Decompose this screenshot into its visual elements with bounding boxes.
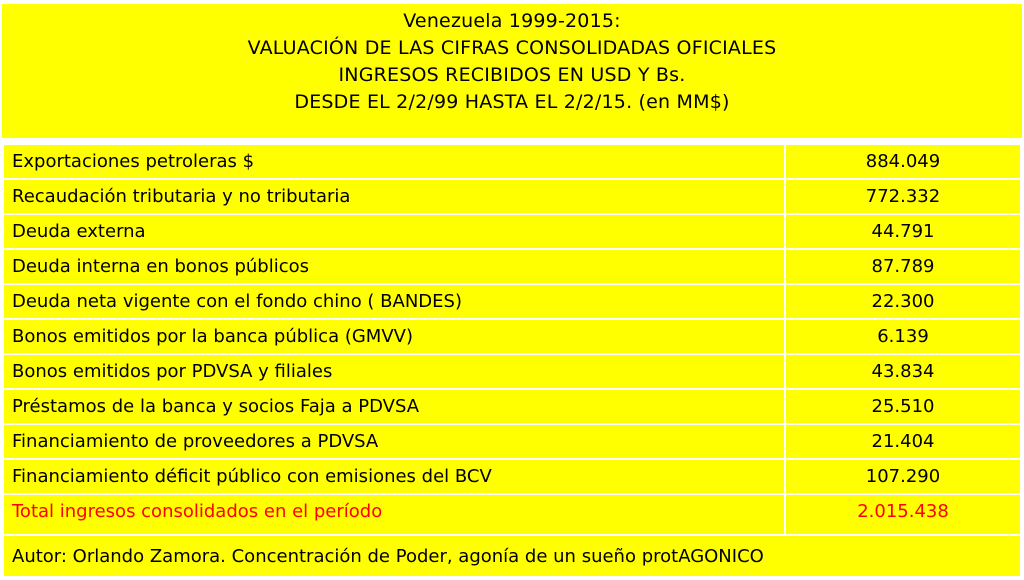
row-label: Recaudación tributaria y no tributaria	[2, 178, 786, 215]
income-table: Exportaciones petroleras $ 884.049 Recau…	[2, 143, 1022, 578]
row-value: 6.139	[784, 318, 1022, 355]
row-label: Bonos emitidos por la banca pública (GMV…	[2, 318, 786, 355]
row-value: 107.290	[784, 458, 1022, 495]
row-label: Financiamiento de proveedores a PDVSA	[2, 423, 786, 460]
row-value: 22.300	[784, 283, 1022, 320]
table-row: Recaudación tributaria y no tributaria 7…	[2, 178, 1022, 215]
table-row: Exportaciones petroleras $ 884.049	[2, 143, 1022, 180]
title-line: INGRESOS RECIBIDOS EN USD Y Bs.	[338, 64, 686, 86]
table-row: Bonos emitidos por PDVSA y filiales 43.8…	[2, 353, 1022, 390]
title-line: VALUACIÓN DE LAS CIFRAS CONSOLIDADAS OFI…	[247, 37, 777, 59]
row-label: Financiamiento déficit público con emisi…	[2, 458, 786, 495]
table-row: Préstamos de la banca y socios Faja a PD…	[2, 388, 1022, 425]
row-label: Deuda interna en bonos públicos	[2, 248, 786, 285]
total-label: Total ingresos consolidados en el períod…	[2, 493, 786, 536]
table-row: Deuda interna en bonos públicos 87.789	[2, 248, 1022, 285]
row-value: 21.404	[784, 423, 1022, 460]
table-row: Deuda externa 44.791	[2, 213, 1022, 250]
row-label: Exportaciones petroleras $	[2, 143, 786, 180]
row-label: Préstamos de la banca y socios Faja a PD…	[2, 388, 786, 425]
row-label: Deuda neta vigente con el fondo chino ( …	[2, 283, 786, 320]
row-label: Deuda externa	[2, 213, 786, 250]
row-value: 884.049	[784, 143, 1022, 180]
title-line: Venezuela 1999-2015:	[403, 10, 621, 32]
table-row: Bonos emitidos por la banca pública (GMV…	[2, 318, 1022, 355]
footer-row: Autor: Orlando Zamora. Concentración de …	[2, 534, 1022, 578]
table-row: Deuda neta vigente con el fondo chino ( …	[2, 283, 1022, 320]
row-value: 772.332	[784, 178, 1022, 215]
table-row: Financiamiento déficit público con emisi…	[2, 458, 1022, 495]
table-title: Venezuela 1999-2015: VALUACIÓN DE LAS CI…	[2, 4, 1022, 138]
total-value: 2.015.438	[784, 493, 1022, 536]
row-value: 25.510	[784, 388, 1022, 425]
author-credit: Autor: Orlando Zamora. Concentración de …	[2, 534, 1022, 578]
title-line: DESDE EL 2/2/99 HASTA EL 2/2/15. (en MM$…	[294, 91, 730, 113]
table-row: Financiamiento de proveedores a PDVSA 21…	[2, 423, 1022, 460]
row-value: 87.789	[784, 248, 1022, 285]
row-label: Bonos emitidos por PDVSA y filiales	[2, 353, 786, 390]
row-value: 44.791	[784, 213, 1022, 250]
total-row: Total ingresos consolidados en el períod…	[2, 493, 1022, 536]
row-value: 43.834	[784, 353, 1022, 390]
